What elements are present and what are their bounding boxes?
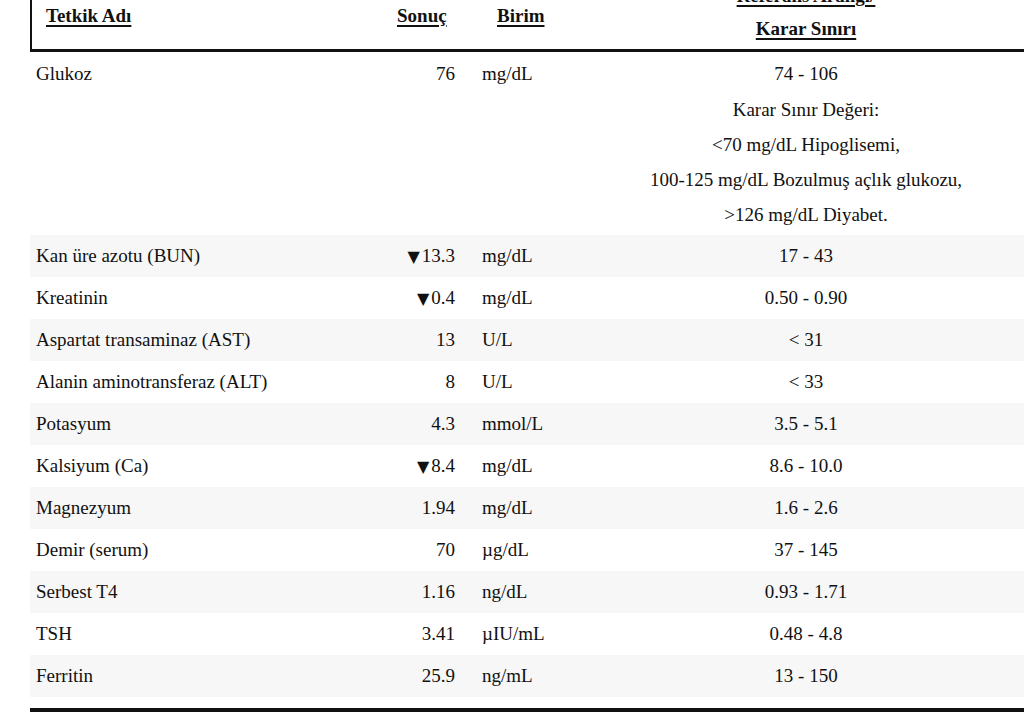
result-cell: ▼13.3 <box>407 235 455 278</box>
unit-cell: µIU/mL <box>482 613 545 655</box>
column-header-reference-line1: Referans Aralığı/ <box>630 0 982 8</box>
unit-cell: µg/dL <box>482 529 529 571</box>
table-row: Kreatinin ▼0.4 mg/dL 0.50 - 0.90 <box>0 277 1024 319</box>
unit-cell: mg/dL <box>482 235 533 277</box>
table-row: Demir (serum) 70 µg/dL 37 - 145 <box>0 529 1024 571</box>
test-name-cell: Kreatinin <box>36 277 108 319</box>
test-name-cell: TSH <box>36 613 72 655</box>
table-row: Serbest T4 1.16 ng/dL 0.93 - 1.71 <box>0 571 1024 613</box>
column-header-unit: Birim <box>497 4 545 28</box>
table-row: Kan üre azotu (BUN) ▼13.3 mg/dL 17 - 43 <box>0 235 1024 277</box>
result-cell: 4.3 <box>429 403 455 446</box>
reference-cell: 8.6 - 10.0 <box>630 445 982 487</box>
result-cell: 1.94 <box>420 487 455 530</box>
table-row: Ferritin 25.9 ng/mL 13 - 150 <box>0 655 1024 697</box>
test-name-cell: Magnezyum <box>36 487 131 529</box>
test-name-cell: Demir (serum) <box>36 529 148 571</box>
reference-cell: < 33 <box>630 361 982 403</box>
result-value: 1.16 <box>422 581 455 602</box>
result-value: 13.3 <box>422 245 455 266</box>
result-cell: 1.16 <box>420 571 455 614</box>
test-name-cell: Alanin aminotransferaz (ALT) <box>36 361 267 403</box>
unit-cell: mg/dL <box>482 487 533 529</box>
result-value: 1.94 <box>422 497 455 518</box>
lab-report-page: Tetkik Adı Sonuç Birim Referans Aralığı/… <box>0 0 1024 716</box>
test-name-cell: Ferritin <box>36 655 93 697</box>
table-row: Aspartat transaminaz (AST) 13 U/L < 31 <box>0 319 1024 361</box>
reference-cell: < 31 <box>630 319 982 361</box>
result-cell: 3.41 <box>420 613 455 656</box>
table-bottom-rule <box>30 708 1024 712</box>
unit-cell: mg/dL <box>482 445 533 487</box>
result-cell: 8 <box>444 361 456 404</box>
table-row: Potasyum 4.3 mmol/L 3.5 - 5.1 <box>0 403 1024 445</box>
test-name-cell: Kalsiyum (Ca) <box>36 445 148 487</box>
decision-limit-note: >126 mg/dL Diyabet. <box>630 197 982 232</box>
column-header-result: Sonuç <box>397 4 447 28</box>
result-value: 25.9 <box>422 665 455 686</box>
results-table-body: Kan üre azotu (BUN) ▼13.3 mg/dL 17 - 43 … <box>0 235 1024 697</box>
unit-cell: ng/mL <box>482 655 533 697</box>
low-value-flag-icon: ▼ <box>407 247 419 266</box>
result-value: 13 <box>436 329 455 350</box>
reference-cell: 74 - 106 <box>630 56 982 92</box>
result-cell: 70 <box>434 529 455 572</box>
test-name-cell: Serbest T4 <box>36 571 117 613</box>
column-header-test-name: Tetkik Adı <box>46 4 131 28</box>
unit-cell: mg/dL <box>482 277 533 319</box>
result-cell: 13 <box>434 319 455 362</box>
test-name-cell: Glukoz <box>36 56 92 92</box>
reference-cell: 0.50 - 0.90 <box>630 277 982 319</box>
table-row: Glukoz 76 mg/dL 74 - 106 <box>0 56 1024 92</box>
result-value: 8 <box>446 371 456 392</box>
reference-cell: 17 - 43 <box>630 235 982 277</box>
reference-cell: 13 - 150 <box>630 655 982 697</box>
reference-cell: 3.5 - 5.1 <box>630 403 982 445</box>
decision-limit-note: Karar Sınır Değeri: <box>630 92 982 127</box>
result-cell: 76 <box>436 56 455 92</box>
unit-cell: ng/dL <box>482 571 527 613</box>
result-cell: ▼8.4 <box>417 445 455 488</box>
decision-limit-note: <70 mg/dL Hipoglisemi, <box>630 127 982 162</box>
table-row: Magnezyum 1.94 mg/dL 1.6 - 2.6 <box>0 487 1024 529</box>
header-left-border <box>30 0 32 50</box>
column-header-reference-line2: Karar Sınırı <box>630 17 982 41</box>
decision-limit-note: 100-125 mg/dL Bozulmuş açlık glukozu, <box>630 162 982 197</box>
reference-cell: 1.6 - 2.6 <box>630 487 982 529</box>
unit-cell: U/L <box>482 319 513 361</box>
table-row: TSH 3.41 µIU/mL 0.48 - 4.8 <box>0 613 1024 655</box>
result-cell: 25.9 <box>420 655 455 698</box>
glucose-result-block: Glukoz 76 mg/dL 74 - 106 Karar Sınır Değ… <box>0 56 1024 235</box>
low-value-flag-icon: ▼ <box>417 457 429 476</box>
reference-cell: 0.93 - 1.71 <box>630 571 982 613</box>
test-name-cell: Potasyum <box>36 403 111 445</box>
unit-cell: mmol/L <box>482 403 543 445</box>
reference-cell: 37 - 145 <box>630 529 982 571</box>
table-row: Kalsiyum (Ca) ▼8.4 mg/dL 8.6 - 10.0 <box>0 445 1024 487</box>
low-value-flag-icon: ▼ <box>417 289 429 308</box>
test-name-cell: Kan üre azotu (BUN) <box>36 235 200 277</box>
header-bottom-rule <box>30 49 1024 52</box>
unit-cell: mg/dL <box>482 56 533 92</box>
test-name-cell: Aspartat transaminaz (AST) <box>36 319 250 361</box>
unit-cell: U/L <box>482 361 513 403</box>
table-row: Alanin aminotransferaz (ALT) 8 U/L < 33 <box>0 361 1024 403</box>
result-value: 4.3 <box>431 413 455 434</box>
reference-cell: 0.48 - 4.8 <box>630 613 982 655</box>
result-value: 8.4 <box>431 455 455 476</box>
result-cell: ▼0.4 <box>417 277 455 320</box>
result-value: 0.4 <box>431 287 455 308</box>
result-value: 3.41 <box>422 623 455 644</box>
result-value: 70 <box>436 539 455 560</box>
